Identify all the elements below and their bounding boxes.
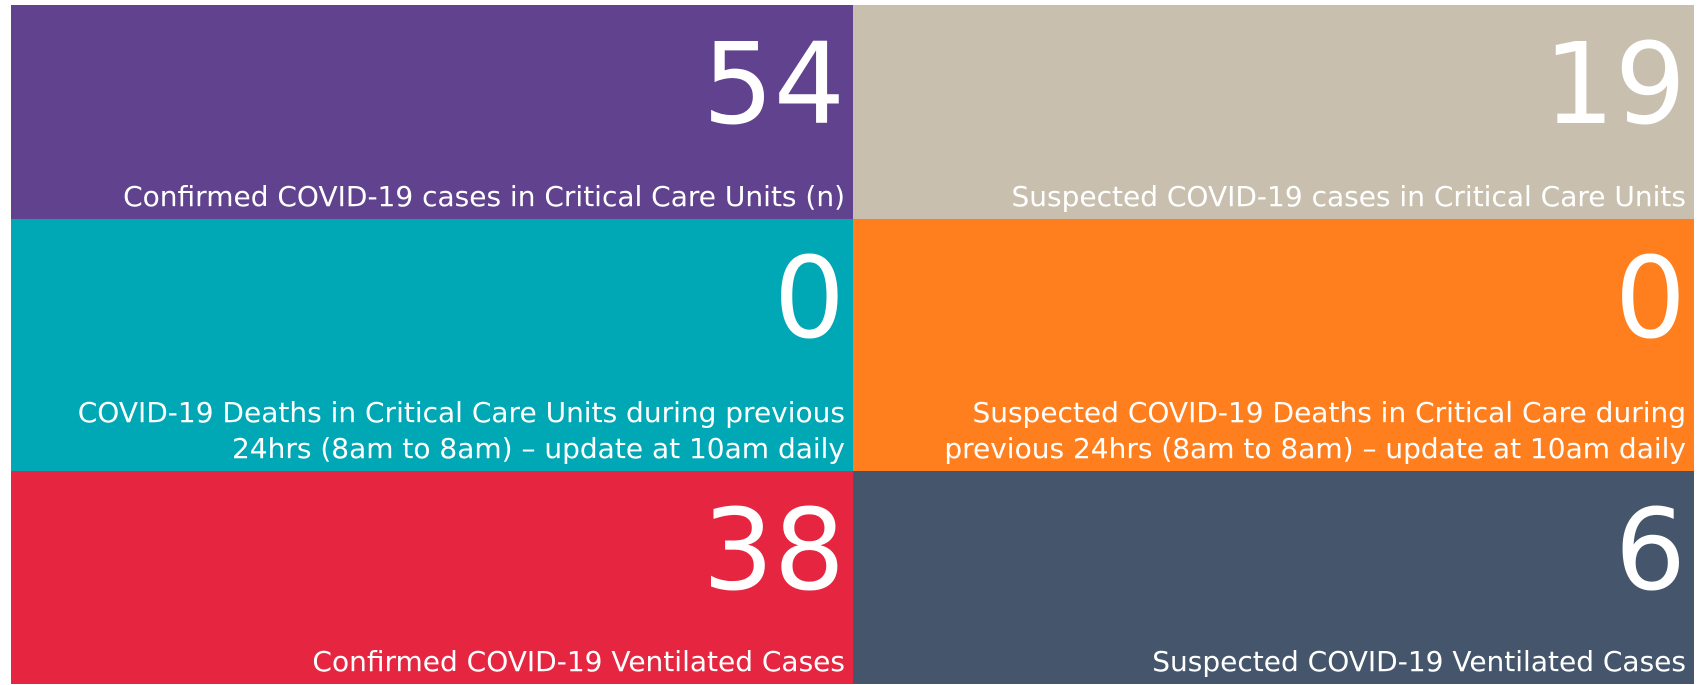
stat-value: 19 [1543, 20, 1686, 150]
stat-value: 0 [773, 234, 845, 364]
stat-value: 54 [702, 20, 845, 150]
stat-tile: 38 Confirmed COVID-19 Ventilated Cases [11, 471, 853, 684]
stat-label: Confirmed COVID-19 cases in Critical Car… [123, 180, 845, 213]
stat-tile: 6 Suspected COVID-19 Ventilated Cases [853, 471, 1694, 684]
stat-label: Suspected COVID-19 Deaths in Critical Ca… [944, 396, 1686, 465]
stat-tile: 0 COVID-19 Deaths in Critical Care Units … [11, 219, 853, 471]
stat-label: Suspected COVID-19 cases in Critical Car… [1011, 180, 1686, 213]
tile-grid: 54 Confirmed COVID-19 cases in Critical C… [11, 5, 1694, 684]
stat-label: Confirmed COVID-19 Ventilated Cases [312, 645, 845, 678]
stat-label: Suspected COVID-19 Ventilated Cases [1152, 645, 1686, 678]
stat-value: 6 [1614, 486, 1686, 616]
stat-tile: 19 Suspected COVID-19 cases in Critical C… [853, 5, 1694, 219]
stat-tile: 0 Suspected COVID-19 Deaths in Critical C… [853, 219, 1694, 471]
stat-label: COVID-19 Deaths in Critical Care Units d… [77, 396, 845, 465]
stat-value: 38 [702, 486, 845, 616]
stat-tile: 54 Confirmed COVID-19 cases in Critical C… [11, 5, 853, 219]
stat-value: 0 [1614, 234, 1686, 364]
